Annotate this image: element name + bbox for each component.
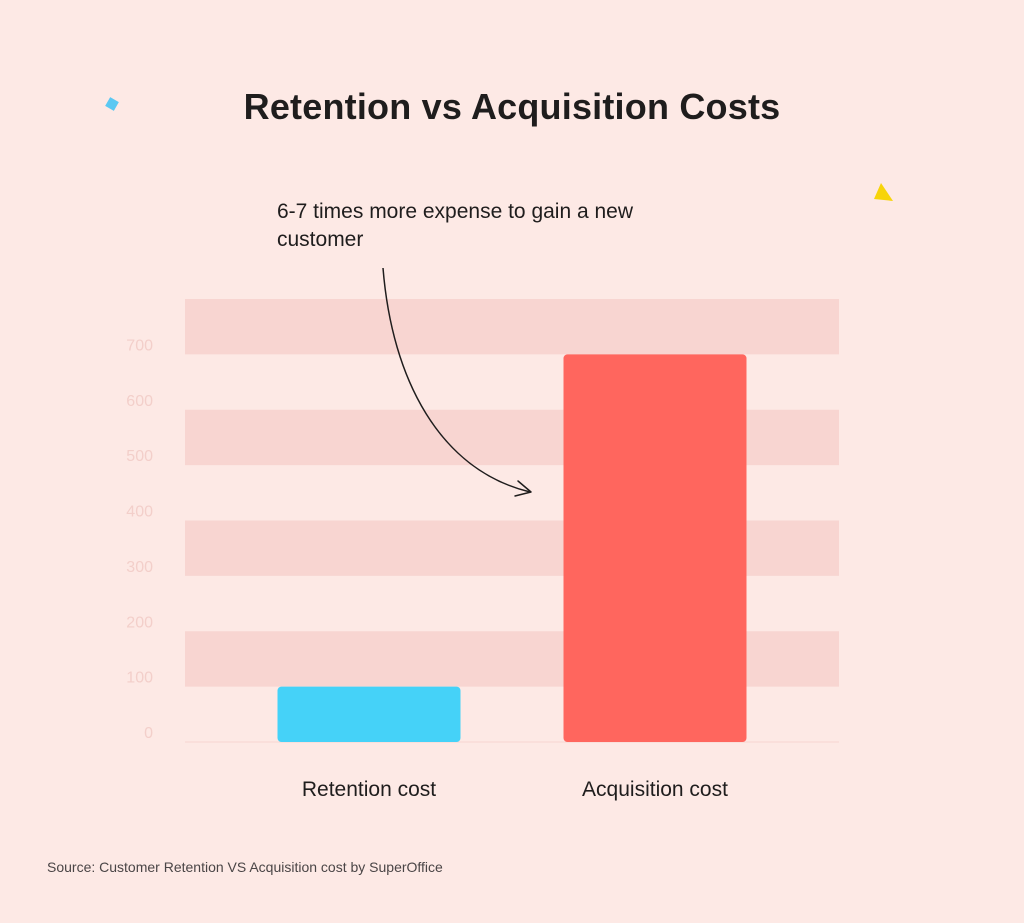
bar-acquisition-cost [563,354,747,742]
y-tick-label: 0 [144,725,153,742]
bar-retention-cost [277,686,461,742]
x-tick-label: Acquisition cost [582,778,728,801]
y-tick-label: 500 [126,448,153,465]
bars [277,354,747,742]
y-tick-label: 100 [126,670,153,687]
y-tick-label: 200 [126,614,153,631]
decorative-square-icon [105,97,119,111]
source-note: Source: Customer Retention VS Acquisitio… [47,859,443,875]
y-tick-label: 600 [126,393,153,410]
y-axis-ticks: 0 100 200 300 400 500 600 700 [126,337,153,742]
x-tick-label: Retention cost [302,778,436,801]
decorative-triangle-icon [874,183,893,201]
y-tick-label: 700 [126,337,153,354]
y-tick-label: 300 [126,559,153,576]
annotation-text: 6-7 times more expense to gain a new cus… [277,200,634,251]
arrow-head-icon [514,480,532,497]
y-tick-label: 400 [126,504,153,521]
grid-band [185,299,839,355]
chart-title: Retention vs Acquisition Costs [243,86,781,127]
annotation-arrow [382,267,531,493]
x-axis-labels: Retention cost Acquisition cost [302,778,728,801]
